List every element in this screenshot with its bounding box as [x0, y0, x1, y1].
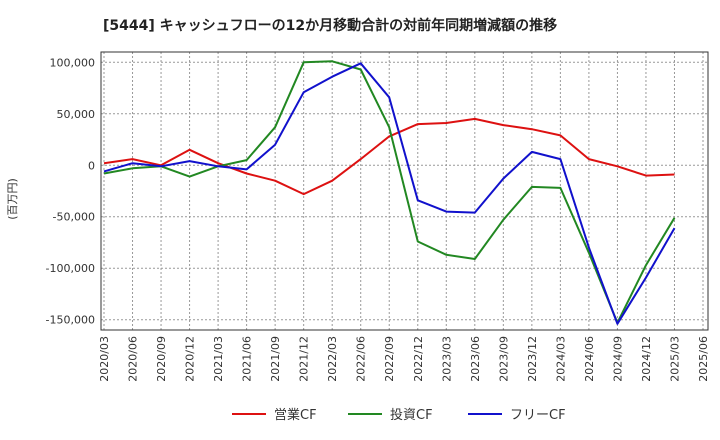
series-line-1	[103, 117, 675, 196]
x-tick-label: 2023/12	[526, 336, 539, 382]
x-tick-label: 2024/03	[554, 336, 567, 382]
legend-label-3: フリーCF	[510, 408, 566, 423]
legend-label-2: 投資CF	[390, 407, 433, 423]
x-tick-labels: 2020/03 2020/06 2020/09 2020/12 2021/03 2021/…	[98, 336, 710, 382]
y-tick-label: 0	[88, 159, 95, 172]
legend-label-1: 営業CF	[274, 407, 317, 423]
x-tick-label: 2025/03	[668, 336, 681, 382]
x-tick-label: 2021/03	[212, 336, 225, 382]
x-tick-label: 2023/03	[440, 336, 453, 382]
x-tick-label: 2021/06	[241, 336, 254, 382]
x-tick-label: 2024/12	[640, 336, 653, 382]
x-tick-label: 2024/06	[583, 336, 596, 382]
x-tick-label: 2020/09	[155, 336, 168, 382]
y-tick-label: -100,000	[46, 262, 95, 275]
y-tick-label: -50,000	[53, 211, 95, 224]
legend: 営業CF 投資CF フリーCF	[232, 407, 566, 423]
x-tick-label: 2023/09	[497, 336, 510, 382]
plot-area	[100, 51, 709, 331]
y-tick-label: 100,000	[50, 56, 96, 69]
x-tick-label: 2020/12	[184, 336, 197, 382]
y-tick-label: -150,000	[46, 314, 95, 327]
grid	[101, 52, 708, 330]
x-tick-label: 2022/06	[355, 336, 368, 382]
x-tick-label: 2020/03	[98, 336, 111, 382]
x-tick-label: 2020/06	[127, 336, 140, 382]
y-axis-label: (百万円)	[6, 178, 19, 220]
series-lines	[103, 60, 676, 325]
x-tick-label: 2023/06	[469, 336, 482, 382]
chart-title: [5444] キャッシュフローの12か月移動合計の対前年同期増減額の推移	[103, 17, 557, 34]
x-tick-label: 2024/09	[611, 336, 624, 382]
y-tick-labels: 100,000 50,000 0 -50,000 -100,000 -150,000	[46, 56, 95, 326]
x-tick-label: 2021/12	[298, 336, 311, 382]
x-tick-label: 2022/09	[383, 336, 396, 382]
x-tick-label: 2022/03	[326, 336, 339, 382]
series-line-2	[103, 60, 676, 324]
y-tick-label: 50,000	[57, 108, 96, 121]
x-tick-label: 2022/12	[412, 336, 425, 382]
x-tick-label: 2025/06	[697, 336, 710, 382]
x-tick-label: 2021/09	[269, 336, 282, 382]
series-line-3	[103, 62, 676, 325]
